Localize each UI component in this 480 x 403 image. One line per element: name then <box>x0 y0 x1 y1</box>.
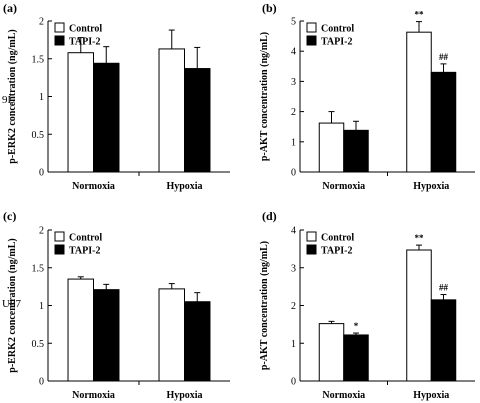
legend-swatch-control <box>54 231 65 242</box>
chart-panel-2: (b) 0 1 2 3 4 5 p-AKT concentration (ng/mL) Norm… <box>259 1 475 192</box>
y-tick-label: 3 <box>291 263 296 274</box>
x-category-label: Hypoxia <box>413 181 449 192</box>
y-tick-label: 4 <box>291 226 296 237</box>
bar-control <box>406 249 432 382</box>
bar-control <box>67 52 94 173</box>
x-category-label: Hypoxia <box>166 181 202 192</box>
row-label-u87: U87 <box>2 298 21 310</box>
y-axis-label: p-ERK2 concentration (ng/mL) <box>7 29 18 163</box>
panel-letter: (a) <box>3 1 17 15</box>
y-axis-label: p-AKT concentration (ng/mL) <box>259 241 270 370</box>
x-category-label: Hypoxia <box>413 390 449 401</box>
y-tick-label: 2 <box>291 301 296 312</box>
bar-control <box>318 122 345 173</box>
chart-panel-1: (a) 0 0.5 1 1.5 2 p-ERK2 concentration (ng/mL)… <box>3 1 230 192</box>
bar-tapi2 <box>343 129 369 173</box>
legend-swatch-control <box>306 231 317 242</box>
y-tick-label: 0 <box>291 377 296 388</box>
legend-label-tapi2: TAPI-2 <box>321 37 352 48</box>
row-label-9l: 9L <box>2 94 15 106</box>
y-axis-label: p-ERK2 concentration (ng/mL) <box>7 238 18 372</box>
significance-label: ## <box>439 283 449 293</box>
y-tick-label: 0 <box>39 377 44 388</box>
legend-swatch-control <box>306 22 317 33</box>
legend-swatch-tapi2 <box>54 35 65 46</box>
bar-tapi2 <box>184 68 211 173</box>
bar-tapi2 <box>93 289 120 382</box>
y-tick-label: 2 <box>39 226 44 237</box>
y-tick-label: 1 <box>39 92 44 103</box>
significance-label: ## <box>439 52 449 62</box>
chart-panel-4: (d) 0 1 2 3 4 p-AKT concentration (ng/mL) Normo… <box>259 209 475 401</box>
x-category-label: Normoxia <box>72 181 115 192</box>
significance-label: ** <box>415 233 425 243</box>
bar-tapi2 <box>430 71 457 173</box>
y-tick-label: 3 <box>291 77 296 88</box>
y-tick-label: 1 <box>291 339 296 350</box>
legend-label-control: Control <box>321 24 354 35</box>
panel-letter: (b) <box>262 1 277 15</box>
y-tick-label: 0.5 <box>32 339 45 350</box>
legend-swatch-tapi2 <box>306 35 317 46</box>
bar-control <box>67 278 94 382</box>
y-axis-label: p-AKT concentration (ng/mL) <box>259 32 270 161</box>
significance-label: ** <box>415 10 425 20</box>
y-tick-label: 5 <box>291 17 296 28</box>
y-tick-label: 1.5 <box>32 54 45 65</box>
bar-control <box>158 48 186 173</box>
legend-label-control: Control <box>69 24 102 35</box>
y-tick-label: 1 <box>291 137 296 148</box>
chart-panel-3: (c) 0 0.5 1 1.5 2 p-ERK2 concentration (ng/mL)… <box>3 209 230 401</box>
y-tick-label: 2 <box>39 17 44 28</box>
y-tick-label: 1.5 <box>32 263 45 274</box>
x-category-label: Normoxia <box>322 390 365 401</box>
bar-tapi2 <box>430 299 457 382</box>
bar-control <box>318 323 345 382</box>
panel-letter: (c) <box>3 209 16 223</box>
x-category-label: Normoxia <box>72 390 115 401</box>
legend-label-tapi2: TAPI-2 <box>321 246 352 257</box>
legend-label-tapi2: TAPI-2 <box>69 37 100 48</box>
bar-tapi2 <box>184 301 211 382</box>
panels: (a) 0 0.5 1 1.5 2 p-ERK2 concentration (ng/mL)… <box>3 1 475 401</box>
legend-swatch-control <box>54 22 65 33</box>
y-tick-label: 4 <box>291 47 296 58</box>
bar-control <box>406 31 432 173</box>
significance-label: * <box>354 321 359 331</box>
legend-label-tapi2: TAPI-2 <box>69 246 100 257</box>
legend-swatch-tapi2 <box>54 244 65 255</box>
y-tick-label: 2 <box>291 107 296 118</box>
x-category-label: Normoxia <box>322 181 365 192</box>
y-tick-label: 1 <box>39 301 44 312</box>
y-tick-label: 0 <box>39 168 44 179</box>
bar-tapi2 <box>343 334 369 382</box>
bar-control <box>158 288 186 382</box>
legend-label-control: Control <box>321 233 354 244</box>
legend-label-control: Control <box>69 233 102 244</box>
panel-letter: (d) <box>262 209 277 223</box>
x-category-label: Hypoxia <box>166 390 202 401</box>
y-tick-label: 0 <box>291 168 296 179</box>
y-tick-label: 0.5 <box>32 130 45 141</box>
bar-tapi2 <box>93 62 120 173</box>
legend-swatch-tapi2 <box>306 244 317 255</box>
